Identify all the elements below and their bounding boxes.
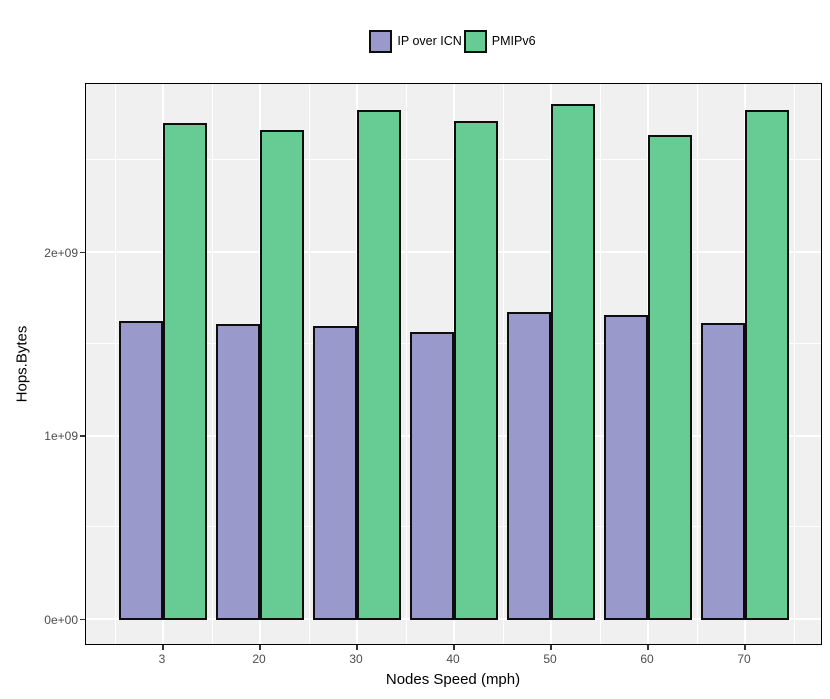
bar-pmipv6-30: [357, 109, 401, 620]
x-tick-mark: [647, 645, 649, 650]
bar-pmipv6-50: [551, 104, 595, 620]
minor-gridline-v: [114, 84, 116, 644]
x-tick-label: 30: [349, 652, 363, 666]
x-tick-label: 60: [640, 652, 654, 666]
y-axis-title: Hops.Bytes: [13, 325, 31, 403]
x-tick-label: 20: [252, 652, 266, 666]
x-tick-mark: [453, 645, 455, 650]
y-tick-mark: [80, 618, 85, 621]
x-tick-mark: [259, 645, 261, 650]
bar-pmipv6-40: [454, 120, 498, 620]
minor-gridline-v: [696, 84, 698, 644]
bar-ip-over-icn-40: [410, 331, 454, 620]
bar-ip-over-icn-30: [313, 326, 357, 620]
minor-gridline-v: [211, 84, 213, 644]
x-tick-label: 40: [446, 652, 460, 666]
minor-gridline-v: [793, 84, 795, 644]
bar-pmipv6-70: [745, 109, 789, 620]
bar-ip-over-icn-3: [119, 320, 163, 620]
y-tick-label: 0e+00: [44, 612, 78, 627]
minor-gridline-v: [405, 84, 407, 644]
legend-swatch-icon: [463, 29, 487, 53]
legend-item-label: PMIPv6: [491, 34, 536, 48]
y-tick-label: 1e+09: [44, 429, 78, 443]
bar-ip-over-icn-70: [701, 322, 745, 620]
legend: IP over ICN PMIPv6: [85, 28, 822, 54]
minor-gridline-v: [502, 84, 504, 644]
y-tick-mark: [80, 435, 85, 437]
y-tick-mark: [80, 251, 85, 254]
x-axis-title: Nodes Speed (mph): [385, 671, 521, 688]
bar-pmipv6-60: [648, 135, 692, 620]
x-tick-label: 70: [737, 652, 751, 666]
minor-gridline-v: [599, 84, 601, 644]
minor-gridline-v: [308, 84, 310, 644]
x-tick-mark: [744, 645, 746, 650]
legend-item-label: IP over ICN: [397, 34, 462, 48]
bar-pmipv6-3: [163, 122, 207, 620]
x-tick-mark: [162, 645, 164, 650]
bar-ip-over-icn-20: [216, 324, 260, 620]
x-tick-label: 3: [158, 652, 166, 666]
y-tick-label: 2e+09: [44, 245, 78, 260]
x-tick-mark: [550, 645, 552, 650]
legend-item-ip-over-icn: IP over ICN: [369, 29, 463, 53]
bar-ip-over-icn-60: [604, 315, 648, 620]
legend-swatch-icon: [369, 29, 393, 53]
x-tick-label: 50: [543, 652, 557, 666]
bar-pmipv6-20: [260, 129, 304, 620]
x-tick-mark: [356, 645, 358, 650]
legend-item-pmipv6: PMIPv6: [463, 29, 538, 53]
plot-panel: [85, 83, 822, 645]
bar-ip-over-icn-50: [507, 311, 551, 620]
